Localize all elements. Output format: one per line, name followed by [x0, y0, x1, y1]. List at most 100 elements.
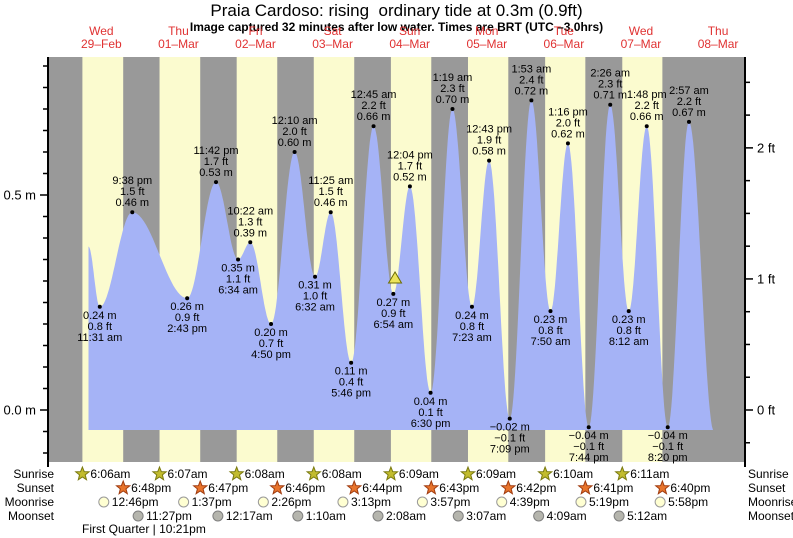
tide-event-label-low: 0.24 m 0.8 ft 11:31 am — [77, 310, 122, 344]
moonset-icon — [292, 510, 304, 522]
moon-phase-text: First Quarter | 10:21pm — [82, 522, 206, 536]
tide-low-marker — [313, 274, 318, 279]
day-name: Wed — [628, 24, 654, 38]
chart-subtitle: Image captured 32 minutes after low wate… — [189, 20, 604, 34]
tide-low-marker — [349, 360, 354, 365]
tide-event-label-low: 0.31 m 1.0 ft 6:32 am — [295, 280, 335, 314]
moonrise-icon — [416, 496, 428, 508]
right-axis-label: 0 ft — [757, 403, 775, 418]
right-axis-label: 2 ft — [757, 140, 775, 155]
moonset-icon — [132, 510, 144, 522]
moonset-time: 5:12am — [627, 509, 667, 523]
tide-event-label-high: 2:26 am 2.3 ft 0.71 m — [590, 68, 630, 102]
moonrise-icon — [496, 496, 508, 508]
sunrise-time: 6:09am — [399, 467, 439, 481]
day-header-3: Sat 03–Mar — [294, 25, 372, 51]
sunset-time: 6:46pm — [285, 481, 325, 495]
sunrise-icon — [151, 465, 168, 481]
tide-high-marker — [686, 119, 691, 124]
tide-low-marker — [626, 309, 631, 314]
tide-high-marker — [214, 180, 219, 185]
tide-low-marker — [236, 257, 241, 262]
tide-low-marker — [548, 309, 553, 314]
tide-event-label-low: −0.04 m −0.1 ft 7:44 pm — [569, 430, 609, 464]
row-label-sunset-right: Sunset — [748, 481, 786, 495]
tide-low-marker — [97, 304, 102, 309]
moonrise-time: 3:57pm — [430, 495, 470, 509]
moonrise-icon — [654, 496, 666, 508]
day-header-6: Tue 06–Mar — [525, 25, 603, 51]
sunrise-time: 6:08am — [322, 467, 362, 481]
moonrise-icon — [257, 496, 269, 508]
tide-event-label-high: 1:53 am 2.4 ft 0.72 m — [512, 63, 552, 97]
tide-high-marker — [608, 102, 613, 107]
tide-high-marker — [407, 184, 412, 189]
tide-high-marker — [130, 210, 135, 215]
sunrise-icon — [228, 465, 245, 481]
moonrise-icon — [98, 496, 110, 508]
sunrise-time: 6:08am — [245, 467, 285, 481]
day-date: 01–Mar — [158, 37, 199, 51]
moonset-time: 11:27pm — [146, 509, 192, 523]
day-date: 02–Mar — [235, 37, 276, 51]
tide-event-label-high: 1:19 am 2.3 ft 0.70 m — [433, 72, 473, 106]
sunset-time: 6:43pm — [439, 481, 479, 495]
moonrise-time: 4:39pm — [510, 495, 550, 509]
sunrise-time: 6:09am — [476, 467, 516, 481]
moonset-time: 3:07am — [466, 509, 506, 523]
sunset-time: 6:41pm — [593, 481, 633, 495]
tide-high-marker — [248, 240, 253, 245]
tide-event-label-high: 11:42 pm 1.7 ft 0.53 m — [193, 145, 238, 179]
day-header-1: Thu 01–Mar — [139, 25, 217, 51]
tide-high-marker — [487, 158, 492, 163]
day-name: Tue — [553, 24, 574, 38]
day-date: 03–Mar — [312, 37, 353, 51]
left-axis-label: 0.0 m — [3, 403, 36, 418]
day-name: Sat — [323, 24, 342, 38]
sunset-icon — [654, 479, 671, 495]
tide-event-label-low: 0.23 m 0.8 ft 7:50 am — [531, 314, 571, 348]
tide-high-marker — [328, 210, 333, 215]
moonset-icon — [212, 510, 224, 522]
tide-event-label-high: 9:38 pm 1.5 ft 0.46 m — [112, 175, 152, 209]
tide-event-label-high: 11:25 am 1.5 ft 0.46 m — [308, 175, 353, 209]
left-axis-label: 0.5 m — [3, 188, 36, 203]
moonrise-time: 2:26pm — [271, 495, 311, 509]
tide-event-label-high: 12:04 pm 1.7 ft 0.52 m — [387, 149, 433, 183]
tide-low-marker — [469, 304, 474, 309]
tide-event-label-high: 1:48 pm 2.2 ft 0.66 m — [627, 89, 667, 123]
moonset-time: 12:17am — [226, 509, 273, 523]
moonset-icon — [452, 510, 464, 522]
tide-event-label-low: −0.02 m −0.1 ft 7:09 pm — [490, 422, 530, 456]
sunset-icon — [500, 479, 517, 495]
tide-high-marker — [371, 124, 376, 129]
row-label-moonrise-left: Moonrise — [4, 495, 54, 509]
day-header-4: Sun 04–Mar — [371, 25, 449, 51]
row-label-sunset-left: Sunset — [16, 481, 54, 495]
tide-curve — [88, 100, 714, 431]
moonrise-time: 5:19pm — [589, 495, 629, 509]
sunrise-time: 6:10am — [553, 467, 593, 481]
row-label-moonrise-right: Moonrise — [748, 495, 793, 509]
sunrise-icon — [305, 465, 322, 481]
sunrise-time: 6:07am — [168, 467, 208, 481]
sunrise-time: 6:06am — [90, 467, 130, 481]
moonrise-icon — [178, 496, 190, 508]
sunrise-icon — [459, 465, 477, 481]
moonrise-icon — [575, 496, 587, 508]
day-date: 06–Mar — [543, 37, 585, 51]
tide-low-marker — [185, 296, 190, 301]
tide-event-label-low: 0.11 m 0.4 ft 5:46 pm — [331, 366, 371, 400]
day-header-5: Mon 05–Mar — [448, 25, 526, 51]
sunset-icon — [577, 479, 594, 495]
tide-low-marker — [507, 416, 512, 421]
day-date: 04–Mar — [389, 37, 431, 51]
day-name: Wed — [89, 24, 114, 38]
tide-high-marker — [292, 150, 297, 154]
sunset-time: 6:42pm — [516, 481, 556, 495]
day-date: 08–Mar — [697, 37, 739, 51]
tide-low-marker — [269, 322, 274, 326]
day-date: 29–Feb — [80, 37, 122, 51]
sunrise-icon — [74, 465, 91, 481]
